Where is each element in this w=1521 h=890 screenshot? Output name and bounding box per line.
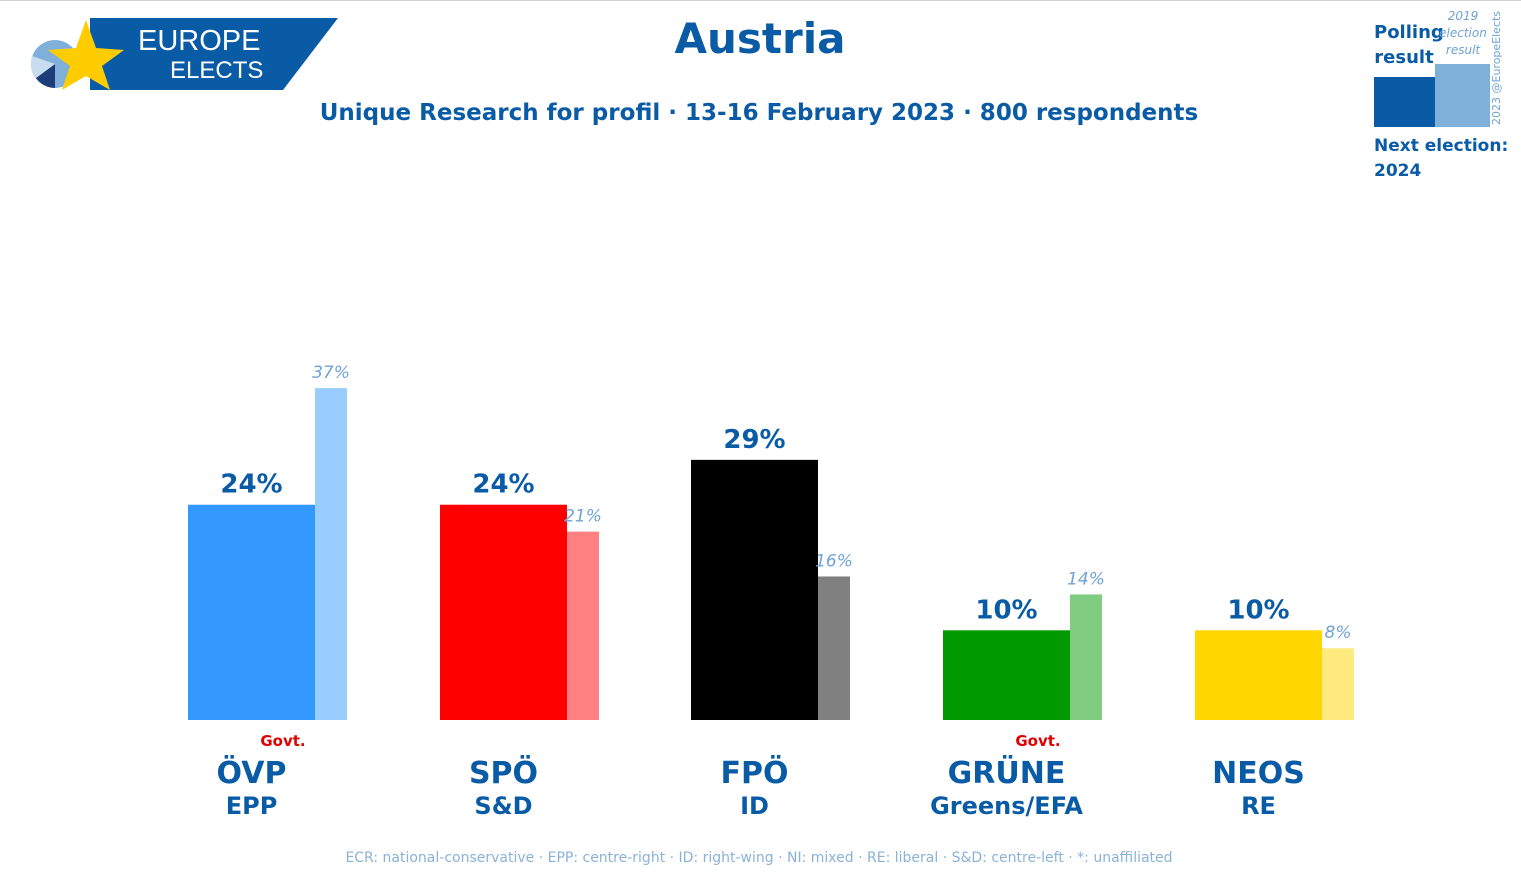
bar-previous-2 [567,531,599,720]
chart-subtitle: Unique Research for profil · 13-16 Febru… [319,100,1199,126]
previous-value-label: 8% [1325,623,1352,643]
previous-value-label: 21% [564,507,602,527]
govt-marker: Govt. [260,732,305,750]
poll-value-label: 10% [975,595,1037,625]
party-name-label: SPÖ [469,754,538,791]
poll-value-label: 24% [220,470,282,500]
previous-value-label: 16% [815,551,853,571]
legend-previous-swatch [1435,64,1490,127]
bar-previous-4 [1070,594,1102,720]
bar-previous-1 [315,388,347,720]
previous-value-label: 14% [1067,569,1105,589]
logo-text-europe: EUROPE [138,25,260,57]
next-election-label: Next election: [1374,136,1509,156]
legend-polling-label: Polling result [1374,22,1444,68]
bar-poll-5 [1195,630,1322,720]
top-border [0,0,1521,1]
party-group-label: RE [1241,792,1276,820]
party-group-label: Greens/EFA [930,792,1083,820]
chart-title: Austria [674,14,846,63]
footer-legend-text: ECR: national-conservative · EPP: centre… [345,850,1173,866]
party-group-label: EPP [226,792,278,820]
bar-poll-1 [188,504,315,720]
party-group-label: S&D [474,792,532,820]
bar-previous-5 [1322,648,1354,720]
bar-poll-3 [691,459,818,720]
logo-text-elects: ELECTS [170,57,263,84]
party-name-label: FPÖ [721,754,789,791]
legend-polling-swatch [1374,77,1435,127]
logo-pie-slice [36,64,55,88]
party-name-label: ÖVP [217,754,287,791]
previous-value-label: 37% [312,363,350,383]
europe-elects-logo: EUROPE ELECTS [30,18,338,90]
next-election: Next election: 2024 [1374,134,1508,184]
next-election-year: 2024 [1374,161,1422,181]
poll-value-label: 24% [472,470,534,500]
party-name-label: NEOS [1212,756,1305,791]
party-group-label: ID [740,792,769,820]
legend-previous-label: 2019 election result [1439,9,1487,57]
poll-value-label: 29% [723,425,785,455]
bar-previous-3 [818,576,850,720]
bar-poll-4 [943,630,1070,720]
bar-poll-2 [440,504,567,720]
govt-marker: Govt. [1015,732,1060,750]
logo-star [48,20,124,90]
logo-banner [90,18,338,90]
logo-pie-slice [30,56,55,78]
poll-value-label: 10% [1227,595,1289,625]
party-name-label: GRÜNE [948,754,1066,791]
